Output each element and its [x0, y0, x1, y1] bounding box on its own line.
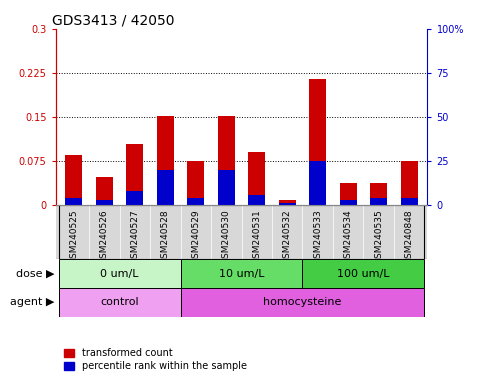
- Text: 100 um/L: 100 um/L: [337, 268, 390, 279]
- Bar: [340, 183, 356, 205]
- Bar: [127, 144, 143, 205]
- Bar: [187, 161, 204, 205]
- Text: GSM240527: GSM240527: [130, 210, 139, 264]
- Text: GSM240531: GSM240531: [252, 210, 261, 265]
- Text: homocysteine: homocysteine: [263, 297, 341, 308]
- Text: GSM240526: GSM240526: [100, 210, 109, 264]
- Bar: [157, 170, 174, 205]
- Bar: [157, 116, 174, 205]
- Bar: [340, 200, 356, 205]
- Bar: [401, 161, 417, 205]
- Text: GSM240530: GSM240530: [222, 210, 231, 265]
- Text: 10 um/L: 10 um/L: [219, 268, 264, 279]
- Bar: [218, 116, 235, 205]
- Bar: [248, 195, 265, 205]
- Text: GSM240525: GSM240525: [70, 210, 78, 264]
- Text: GDS3413 / 42050: GDS3413 / 42050: [52, 14, 174, 28]
- Legend: transformed count, percentile rank within the sample: transformed count, percentile rank withi…: [60, 344, 251, 375]
- Bar: [309, 161, 326, 205]
- Text: GSM240532: GSM240532: [283, 210, 292, 264]
- Bar: [181, 288, 425, 317]
- Bar: [66, 156, 82, 205]
- Text: agent ▶: agent ▶: [10, 297, 54, 308]
- Bar: [66, 199, 82, 205]
- Bar: [127, 191, 143, 205]
- Text: 0 um/L: 0 um/L: [100, 268, 139, 279]
- Bar: [187, 199, 204, 205]
- Bar: [309, 79, 326, 205]
- Bar: [370, 199, 387, 205]
- Bar: [401, 199, 417, 205]
- Text: GSM240534: GSM240534: [344, 210, 353, 264]
- Text: GSM240535: GSM240535: [374, 210, 383, 265]
- Bar: [279, 203, 296, 205]
- Bar: [58, 288, 181, 317]
- Text: GSM240848: GSM240848: [405, 210, 413, 264]
- Bar: [279, 200, 296, 205]
- Text: GSM240533: GSM240533: [313, 210, 322, 265]
- Text: control: control: [100, 297, 139, 308]
- Bar: [181, 259, 302, 288]
- Bar: [96, 200, 113, 205]
- Bar: [302, 259, 425, 288]
- Text: dose ▶: dose ▶: [15, 268, 54, 279]
- Bar: [58, 259, 181, 288]
- Text: GSM240528: GSM240528: [161, 210, 170, 264]
- Bar: [96, 177, 113, 205]
- Bar: [248, 152, 265, 205]
- Bar: [218, 170, 235, 205]
- Text: GSM240529: GSM240529: [191, 210, 200, 264]
- Bar: [370, 183, 387, 205]
